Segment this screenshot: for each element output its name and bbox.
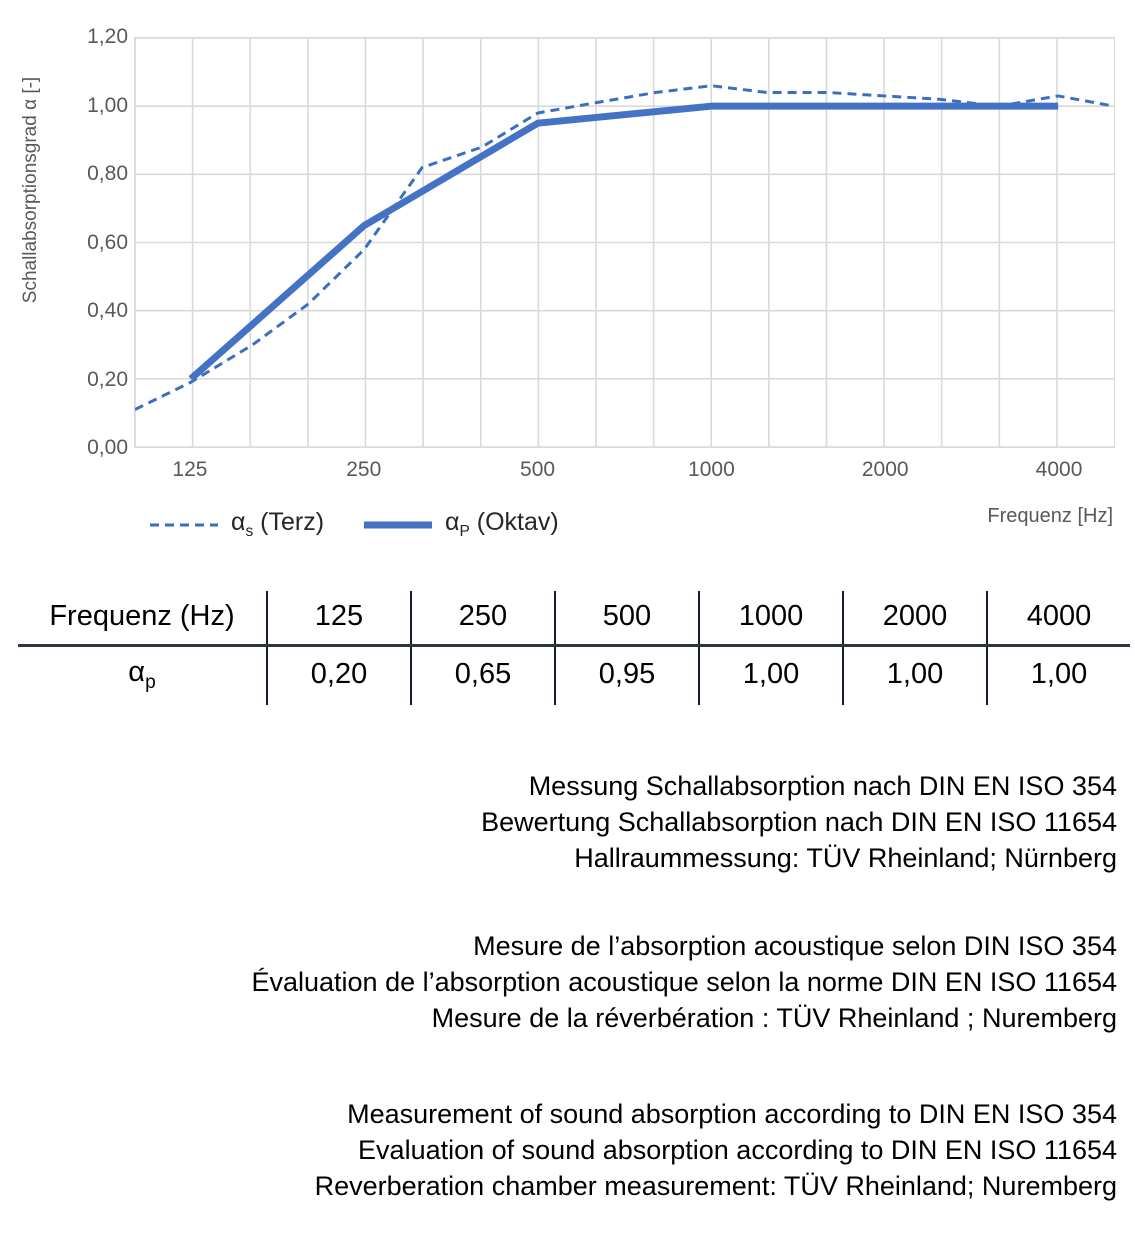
x-axis-tick-labels: 125 250 500 1000 2000 4000 xyxy=(0,458,1135,492)
y-tick-label: 0,00 xyxy=(87,436,128,459)
note-line: Mesure de la réverbération : TÜV Rheinla… xyxy=(431,1003,1117,1033)
note-line: Measurement of sound absorption accordin… xyxy=(347,1099,1117,1129)
y-tick-label: 0,80 xyxy=(87,162,128,185)
table-header-cell: 2000 xyxy=(843,591,988,647)
x-axis-title: Frequenz [Hz] xyxy=(987,505,1113,527)
x-tick-label: 4000 xyxy=(1035,458,1083,481)
series-lines xyxy=(135,84,1114,411)
table-value-cell: 1,00 xyxy=(699,645,844,705)
y-tick-label: 0,40 xyxy=(87,299,128,322)
note-line: Messung Schallabsorption nach DIN EN ISO… xyxy=(528,771,1117,801)
y-axis-tick-labels: 1,20 1,00 0,80 0,60 0,40 0,20 0,00 xyxy=(58,0,128,560)
note-line: Bewertung Schallabsorption nach DIN EN I… xyxy=(481,807,1117,837)
table-header-cell: 125 xyxy=(267,591,412,647)
table-header-cell: 1000 xyxy=(699,591,844,647)
legend-label-terz: αs (Terz) xyxy=(231,508,325,540)
absorption-values-table: Frequenz (Hz) 125 250 500 1000 2000 4000 αp 0,20… xyxy=(18,591,1130,705)
legend-item-terz[interactable]: αs (Terz) xyxy=(148,508,324,541)
y-axis-title: Schallabsorptionsgrad α [-] xyxy=(14,30,48,350)
note-line: Mesure de l’absorption acoustique selon … xyxy=(473,931,1117,961)
table-header-row: Frequenz (Hz) 125 250 500 1000 2000 4000 xyxy=(18,591,1130,647)
legend-item-oktav[interactable]: αP (Oktav) xyxy=(362,508,559,541)
plot-svg xyxy=(135,38,1114,447)
table-value-cell: 0,20 xyxy=(267,645,412,705)
y-axis-title-label: Schallabsorptionsgrad α [-] xyxy=(20,76,41,304)
x-tick-label: 2000 xyxy=(861,458,909,481)
absorption-chart: Schallabsorptionsgrad α [-] 1,20 1,00 0,80… xyxy=(0,0,1135,560)
table-value-cell: 0,95 xyxy=(555,645,700,705)
y-tick-label: 1,00 xyxy=(87,93,128,117)
table-value-cell: 1,00 xyxy=(843,645,988,705)
table-header-cell: 500 xyxy=(555,591,700,647)
y-tick-label: 0,60 xyxy=(87,230,128,254)
note-line: Hallraummessung: TÜV Rheinland; Nürnberg xyxy=(574,843,1117,873)
notes-french: Mesure de l’absorption acoustique selon … xyxy=(251,928,1117,1036)
chart-legend: αs (Terz) αP (Oktav) xyxy=(148,508,559,541)
y-tick-label: 0,20 xyxy=(87,367,128,391)
table-row-label-alpha-p: αp xyxy=(18,645,268,705)
table-value-cell: 1,00 xyxy=(1030,658,1088,691)
notes-german: Messung Schallabsorption nach DIN EN ISO… xyxy=(481,768,1117,876)
table-header-frequency: Frequenz (Hz) xyxy=(18,591,268,647)
series-line-terz xyxy=(135,84,1114,411)
legend-label-oktav: αP (Oktav) xyxy=(445,508,559,540)
notes-english: Measurement of sound absorption accordin… xyxy=(315,1096,1117,1204)
table-header-cell: 250 xyxy=(411,591,556,647)
solid-line-icon xyxy=(362,518,434,532)
note-line: Evaluation of sound absorption according… xyxy=(358,1135,1117,1165)
table-header-cell: 4000 xyxy=(987,591,1130,647)
note-line: Évaluation de l’absorption acoustique se… xyxy=(251,967,1117,997)
plot-area xyxy=(134,37,1115,448)
dashed-line-icon xyxy=(148,518,220,532)
y-tick-label: 1,20 xyxy=(87,25,128,48)
x-tick-label: 125 xyxy=(172,458,208,481)
x-tick-label: 250 xyxy=(346,458,382,481)
gridlines xyxy=(135,38,1114,447)
x-tick-label: 500 xyxy=(520,458,556,481)
x-tick-label: 1000 xyxy=(688,458,735,481)
note-line: Reverberation chamber measurement: TÜV R… xyxy=(314,1171,1117,1201)
table-value-cell: 0,65 xyxy=(411,645,556,705)
series-line-oktav xyxy=(188,102,1059,382)
table-value-row: αp 0,20 0,65 0,95 1,00 1,00 1,00 xyxy=(18,645,1130,705)
